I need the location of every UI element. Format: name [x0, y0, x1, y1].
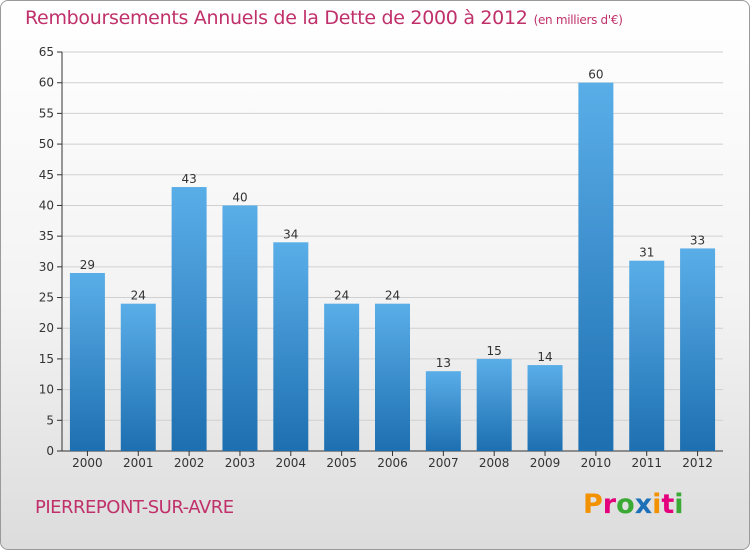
logo-letter: i: [652, 489, 662, 520]
commune-name: PIERREPONT-SUR-AVRE: [35, 497, 234, 518]
bar: [425, 371, 461, 451]
bar: [527, 365, 563, 451]
y-tick-label: 45: [39, 168, 54, 182]
chart-unit: (en milliers d'€): [533, 13, 623, 27]
bar: [375, 303, 410, 451]
x-tick-label: 2010: [581, 456, 612, 470]
x-tick-label: 2011: [631, 456, 662, 470]
chart-title-text: Remboursements Annuels de la Dette de 20…: [25, 7, 528, 29]
data-label: 14: [537, 350, 552, 364]
x-tick-label: 2001: [123, 456, 154, 470]
x-tick-label: 2009: [530, 456, 561, 470]
data-label: 15: [487, 344, 502, 358]
data-label: 31: [639, 246, 654, 260]
data-label: 24: [385, 289, 400, 303]
y-tick-label: 65: [39, 45, 54, 59]
x-tick-label: 2002: [174, 456, 205, 470]
y-tick-label: 40: [39, 198, 54, 212]
data-label: 60: [588, 68, 603, 82]
data-label: 24: [334, 289, 349, 303]
y-tick-label: 0: [46, 444, 54, 458]
bar: [680, 248, 716, 451]
y-tick-labels: 0 5 10 15 20 25 30 35 40 45 50 55 60 65: [39, 45, 54, 458]
y-tick-label: 5: [46, 413, 54, 427]
bar: [273, 242, 309, 451]
y-tick-label: 15: [39, 352, 54, 366]
logo-letter: r: [602, 489, 617, 520]
data-label: 29: [80, 258, 95, 272]
data-label: 40: [232, 190, 247, 204]
x-tick-label: 2007: [428, 456, 459, 470]
x-tick-labels: 2000 2001 2002 2003 2004 2005 2006 2007 2008 2009…: [72, 456, 713, 470]
y-tick-label: 55: [39, 106, 54, 120]
logo-letter: o: [616, 489, 635, 520]
chart-title: Remboursements Annuels de la Dette de 20…: [25, 7, 623, 29]
y-tick-label: 35: [39, 229, 54, 243]
x-tick-label: 2004: [276, 456, 307, 470]
logo-letter: i: [674, 489, 684, 520]
bar: [476, 358, 512, 451]
logo-letter: t: [661, 489, 675, 520]
y-tick-label: 30: [39, 260, 54, 274]
x-tick-label: 2000: [72, 456, 103, 470]
bar: [120, 303, 156, 451]
y-tick-label: 10: [39, 383, 54, 397]
bar: [69, 272, 105, 451]
data-label: 34: [283, 227, 298, 241]
bars: [69, 82, 716, 452]
y-tick-label: 20: [39, 321, 54, 335]
data-label: 13: [436, 356, 451, 370]
x-tick-label: 2012: [682, 456, 713, 470]
bar: [578, 82, 614, 451]
y-tick-label: 50: [39, 137, 54, 151]
data-labels: 29 24 43 40 34 24 24 13 15 14 60 31 33: [80, 68, 705, 371]
x-tick-label: 2008: [479, 456, 510, 470]
y-tick-label: 60: [39, 76, 54, 90]
x-tick-label: 2005: [326, 456, 357, 470]
bar: [324, 303, 360, 451]
x-tick-label: 2003: [225, 456, 256, 470]
logo-letter: P: [583, 489, 603, 520]
x-tick-label: 2006: [377, 456, 408, 470]
bar: [222, 205, 258, 451]
logo-letter: x: [634, 489, 653, 520]
proxiti-logo[interactable]: Proxiti: [583, 489, 684, 520]
y-tick-label: 25: [39, 291, 54, 305]
bar: [171, 187, 207, 452]
data-label: 33: [690, 233, 705, 247]
bar: [629, 260, 665, 451]
data-label: 43: [181, 172, 196, 186]
data-label: 24: [131, 289, 146, 303]
